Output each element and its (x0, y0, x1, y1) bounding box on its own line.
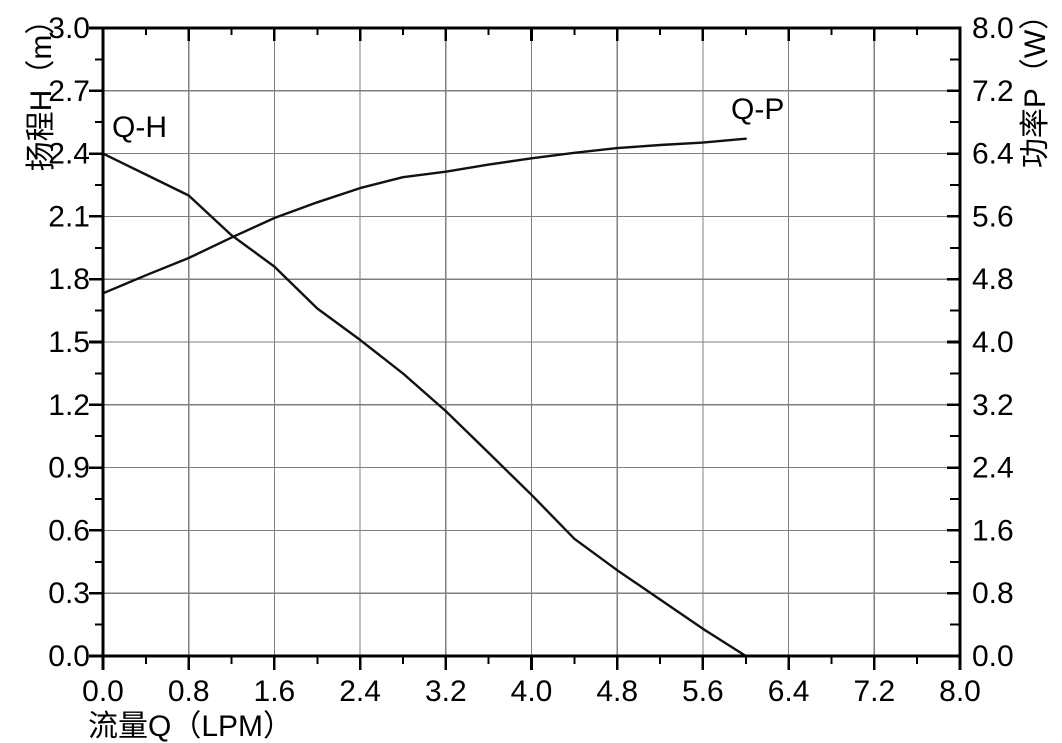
axis-layer (89, 26, 962, 670)
y-right-tick-label: 5.6 (972, 200, 1014, 233)
curve-q-h (101, 152, 747, 658)
y-right-tick-label: 7.2 (972, 75, 1014, 108)
y-right-tick-label: 3.2 (972, 389, 1014, 422)
x-tick-label: 1.6 (254, 675, 296, 708)
y-left-tick-label: 2.4 (48, 138, 90, 171)
y-left-tick-label: 1.2 (48, 389, 90, 422)
y-right-tick-label: 4.0 (972, 326, 1014, 359)
x-tick-label: 5.6 (682, 675, 724, 708)
x-tick-label: 3.2 (425, 675, 467, 708)
x-tick-label: 6.4 (768, 675, 810, 708)
x-tick-label: 8.0 (939, 675, 981, 708)
x-tick-label: 2.4 (339, 675, 381, 708)
y-right-tick-label: 4.8 (972, 263, 1014, 296)
x-tick-label: 0.0 (82, 675, 124, 708)
y-right-axis-title: 功率P（W） (1019, 0, 1052, 169)
y-left-tick-label: 1.5 (48, 326, 90, 359)
y-left-axis-title: 扬程H（m） (25, 4, 58, 172)
grid-layer (103, 28, 960, 656)
y-right-tick-label: 1.6 (972, 514, 1014, 547)
x-tick-label: 0.8 (168, 675, 210, 708)
curve-label-q-p: Q-P (731, 93, 785, 126)
x-tick-label: 4.8 (596, 675, 638, 708)
y-left-tick-label: 0.3 (48, 577, 90, 610)
tick-label-layer: 0.0 0.8 1.6 2.4 3.2 4.0 4.8 5.6 6.4 7.2 8.00.00.30… (48, 12, 1013, 708)
x-axis-title: 流量Q（LPM） (88, 710, 294, 743)
x-tick-label: 4.0 (511, 675, 553, 708)
y-right-tick-label: 2.4 (972, 452, 1014, 485)
y-left-tick-label: 1.8 (48, 263, 90, 296)
y-left-tick-label: 2.1 (48, 200, 90, 233)
y-left-tick-label: 0.0 (48, 640, 90, 673)
curve-q-p (101, 137, 747, 295)
y-left-tick-label: 0.9 (48, 452, 90, 485)
y-left-tick-label: 0.6 (48, 514, 90, 547)
x-tick-label: 7.2 (853, 675, 895, 708)
y-right-tick-label: 0.8 (972, 577, 1014, 610)
y-left-tick-label: 3.0 (48, 12, 90, 45)
y-left-tick-label: 2.7 (48, 75, 90, 108)
y-right-tick-label: 6.4 (972, 138, 1014, 171)
y-right-tick-label: 8.0 (972, 12, 1014, 45)
y-right-tick-label: 0.0 (972, 640, 1014, 673)
curve-label-q-h: Q-H (112, 111, 167, 144)
series-layer (101, 137, 747, 658)
